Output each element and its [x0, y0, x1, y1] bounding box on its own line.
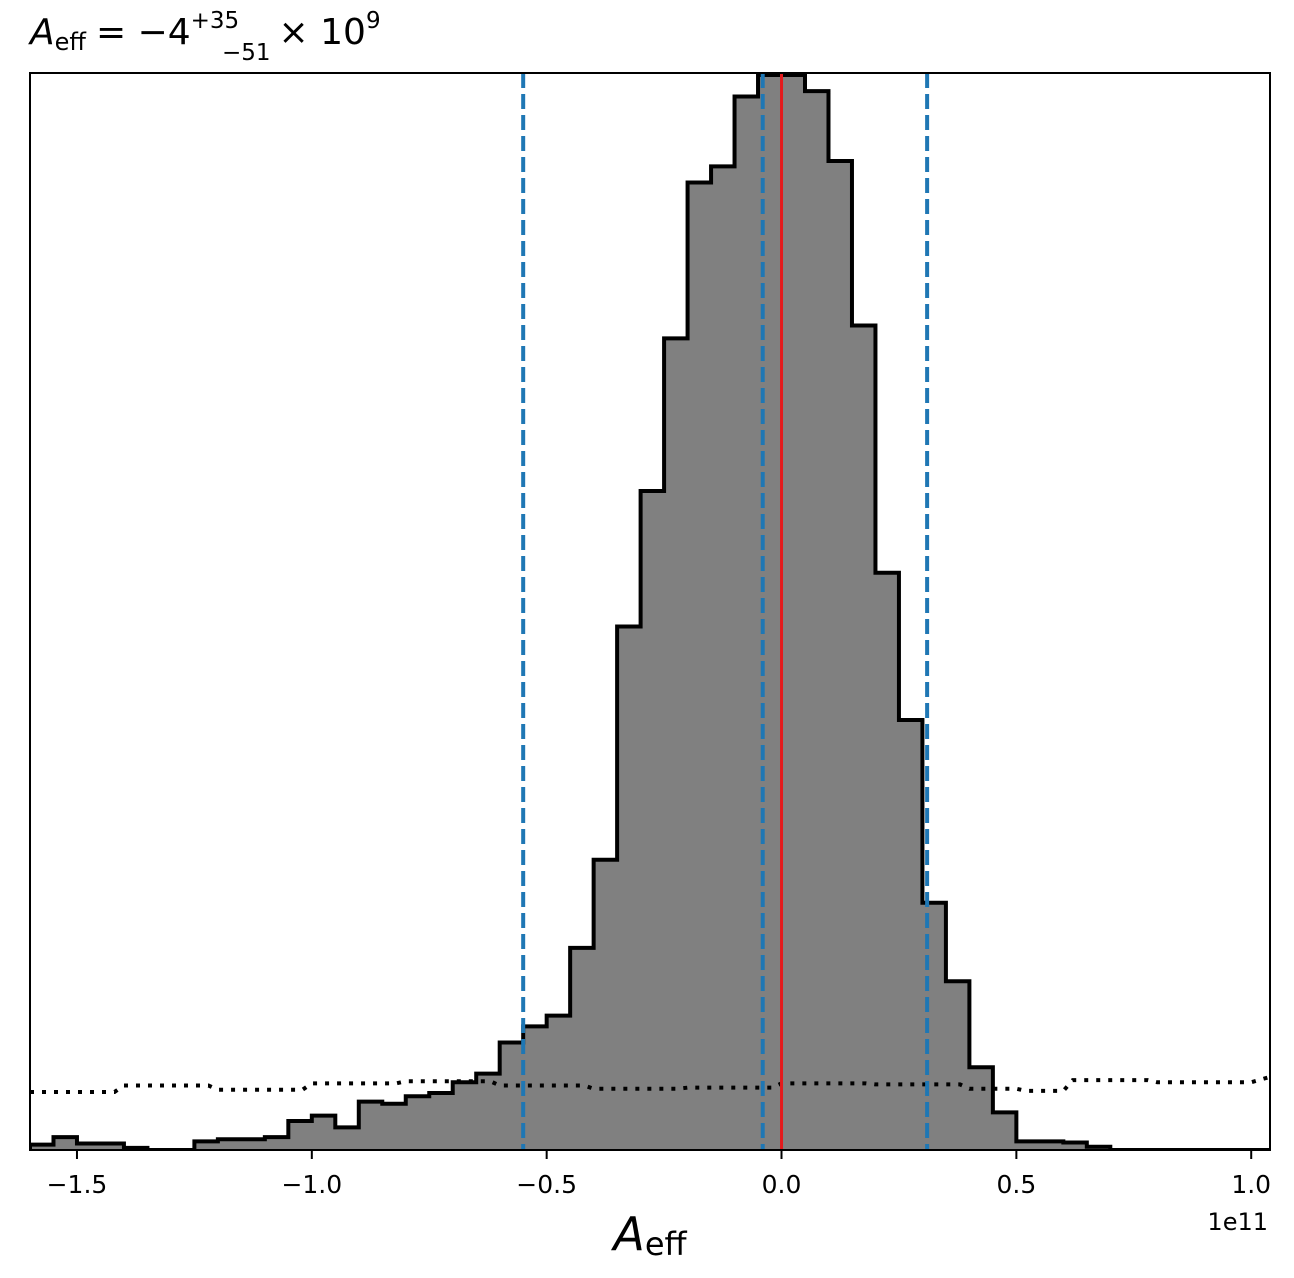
xlabel-symbol: A — [610, 1207, 644, 1261]
histogram-bar — [734, 96, 759, 1150]
histogram-bar — [570, 947, 595, 1150]
histogram-bar — [76, 1143, 101, 1150]
histogram-bar — [969, 1067, 994, 1150]
title-power: 9 — [366, 8, 381, 34]
histogram-bar — [335, 1127, 360, 1150]
histogram-outline — [30, 73, 1270, 1150]
histogram-bar — [1039, 1141, 1064, 1150]
histogram-bar — [100, 1143, 125, 1150]
histogram-bar — [264, 1137, 289, 1150]
title-subscript: eff — [55, 28, 87, 56]
histogram-bar — [992, 1112, 1017, 1150]
histogram-bar — [405, 1096, 430, 1150]
plot-frame — [29, 72, 1271, 1151]
histogram-bar — [53, 1137, 78, 1150]
histogram-bar — [194, 1141, 219, 1150]
title-tail: × 10 — [279, 12, 366, 53]
histogram-bar — [476, 1073, 501, 1150]
histogram-bar — [687, 182, 712, 1150]
x-axis-ticks: −1.5 −1.0 −0.5 0.0 0.5 1.0 — [47, 1150, 1271, 1199]
x-tick-label: 0.0 — [762, 1170, 802, 1199]
histogram-bar — [241, 1139, 266, 1150]
histogram-bar — [30, 1144, 54, 1150]
histogram-bar — [499, 1042, 524, 1150]
prior-dotted-line — [30, 1074, 1270, 1094]
title-sup: +35 — [191, 8, 240, 34]
histogram-bar — [452, 1082, 477, 1150]
histogram-bar — [781, 75, 806, 1150]
plot-area — [30, 73, 1270, 1150]
histogram-bar — [429, 1093, 454, 1150]
title-sub: −51 — [222, 40, 271, 66]
histogram-bar — [358, 1101, 383, 1150]
histogram-bar — [523, 1026, 548, 1150]
histogram-bar — [217, 1139, 242, 1150]
histogram-bar — [945, 981, 970, 1150]
x-tick-label: −1.5 — [47, 1170, 108, 1199]
x-axis-label: Aeff — [610, 1207, 687, 1263]
histogram-bar — [617, 626, 642, 1150]
x-tick-label: −0.5 — [516, 1170, 577, 1199]
histogram-bar — [898, 720, 923, 1150]
histogram-bar — [311, 1115, 336, 1150]
histogram-bar — [382, 1103, 407, 1150]
histogram-bar — [593, 859, 618, 1150]
x-tick-label: 1.0 — [1231, 1170, 1271, 1199]
histogram-bar — [640, 491, 665, 1150]
chart-title: Aeff = −4+35 −51 × 109 — [28, 8, 381, 66]
xlabel-subscript: eff — [645, 1225, 688, 1263]
histogram-bar — [875, 572, 900, 1150]
marker-lines — [521, 73, 930, 1150]
histogram-bar — [805, 91, 829, 1150]
histogram-bar — [288, 1120, 313, 1150]
histogram-bar — [828, 161, 853, 1150]
histogram-bar — [851, 325, 876, 1150]
histogram-bar — [711, 166, 736, 1150]
title-symbol: A — [28, 12, 55, 53]
histogram-bars — [30, 75, 1111, 1150]
histogram-bar — [546, 1015, 571, 1150]
x-tick-label: 0.5 — [996, 1170, 1036, 1199]
histogram-bar — [664, 338, 689, 1150]
histogram-bar — [1016, 1141, 1041, 1150]
x-offset-text: 1e11 — [1207, 1208, 1268, 1236]
histogram-bar — [1063, 1142, 1088, 1150]
x-tick-label: −1.0 — [281, 1170, 342, 1199]
title-equals: = −4 — [96, 12, 191, 53]
